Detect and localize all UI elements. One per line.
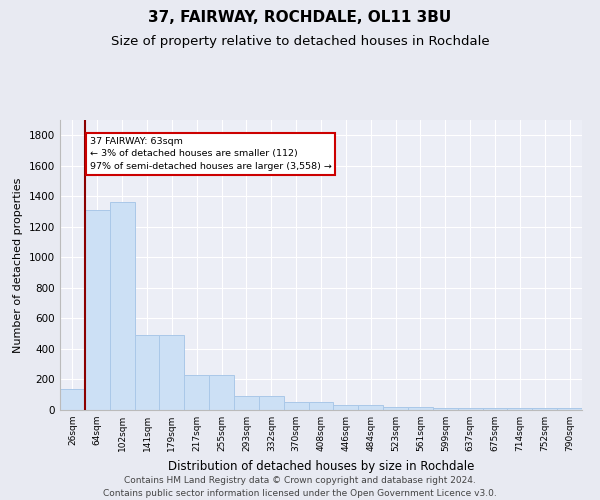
Bar [134, 335, 160, 410]
Bar [383, 407, 408, 410]
Text: Contains HM Land Registry data © Crown copyright and database right 2024.
Contai: Contains HM Land Registry data © Crown c… [103, 476, 497, 498]
Text: 37, FAIRWAY, ROCHDALE, OL11 3BU: 37, FAIRWAY, ROCHDALE, OL11 3BU [148, 10, 452, 25]
Bar [184, 375, 209, 410]
Bar [358, 406, 383, 410]
Bar [557, 408, 582, 410]
Bar [110, 202, 134, 410]
Bar [234, 396, 259, 410]
Bar [334, 406, 358, 410]
Bar [284, 402, 308, 410]
Bar [458, 408, 482, 410]
Bar [433, 408, 458, 410]
Bar [308, 402, 334, 410]
Bar [532, 408, 557, 410]
Bar [508, 408, 532, 410]
X-axis label: Distribution of detached houses by size in Rochdale: Distribution of detached houses by size … [168, 460, 474, 472]
Bar [482, 408, 508, 410]
Y-axis label: Number of detached properties: Number of detached properties [13, 178, 23, 352]
Bar [160, 335, 184, 410]
Bar [60, 388, 85, 410]
Bar [259, 396, 284, 410]
Bar [408, 407, 433, 410]
Text: Size of property relative to detached houses in Rochdale: Size of property relative to detached ho… [110, 35, 490, 48]
Text: 37 FAIRWAY: 63sqm
← 3% of detached houses are smaller (112)
97% of semi-detached: 37 FAIRWAY: 63sqm ← 3% of detached house… [90, 137, 332, 171]
Bar [209, 375, 234, 410]
Bar [85, 210, 110, 410]
